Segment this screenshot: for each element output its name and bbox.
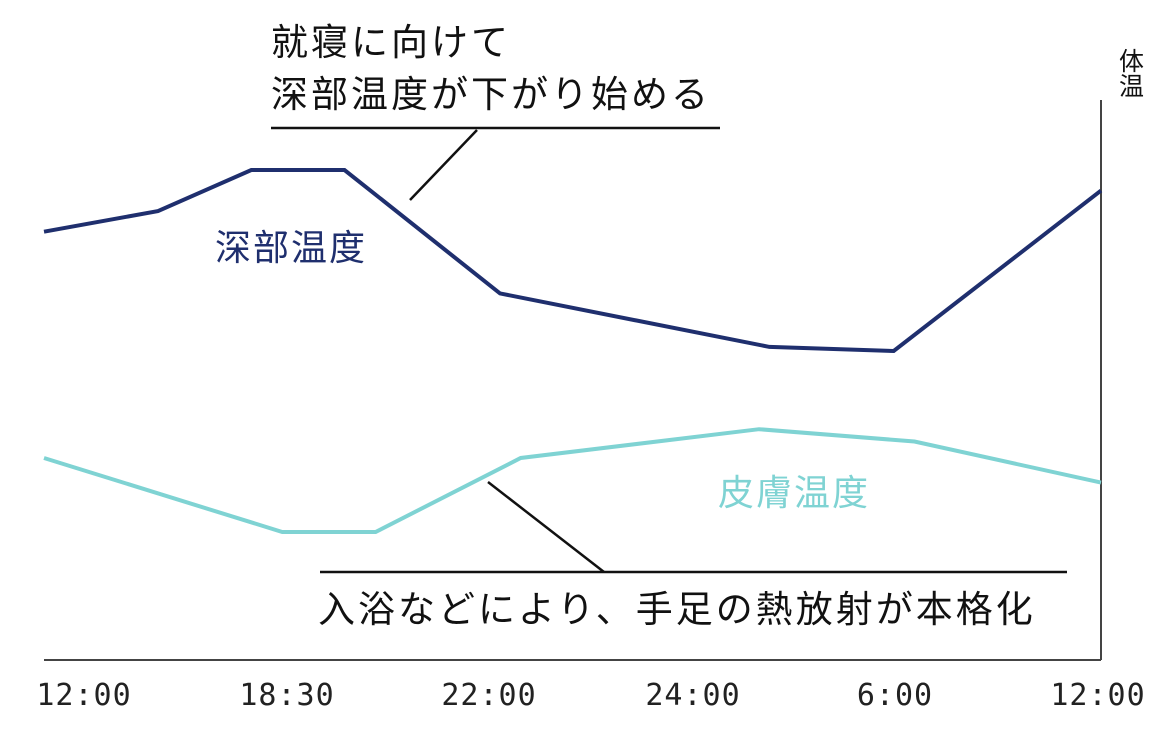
x-tick-label: 24:00 [645, 678, 740, 713]
annotation-top: 就寝に向けて 深部温度が下がり始める [271, 21, 720, 201]
annotation-top-line-1: 就寝に向けて [271, 21, 511, 64]
series-line-skin-temperature [43, 427, 1102, 534]
series-label-core-temperature: 深部温度 [215, 228, 367, 269]
y-axis-label: 体温 [1116, 48, 1145, 98]
x-tick-labels: 12:00 18:30 22:00 24:00 6:00 12:00 [36, 678, 1145, 713]
x-tick-label: 12:00 [36, 678, 131, 713]
x-tick-label: 12:00 [1050, 678, 1145, 713]
annotation-bottom: 入浴などにより、手足の熱放射が本格化 [318, 481, 1067, 631]
x-tick-label: 18:30 [239, 678, 334, 713]
annotation-bottom-leader [487, 481, 605, 573]
x-tick-label: 6:00 [857, 678, 933, 713]
series-line-core-temperature [43, 168, 1103, 354]
series-label-skin-temperature: 皮膚温度 [718, 473, 870, 514]
x-tick-label: 22:00 [441, 678, 536, 713]
annotation-top-line-2: 深部温度が下がり始める [271, 73, 711, 116]
annotation-top-leader [409, 129, 478, 201]
annotation-bottom-line-1: 入浴などにより、手足の熱放射が本格化 [318, 588, 1036, 631]
